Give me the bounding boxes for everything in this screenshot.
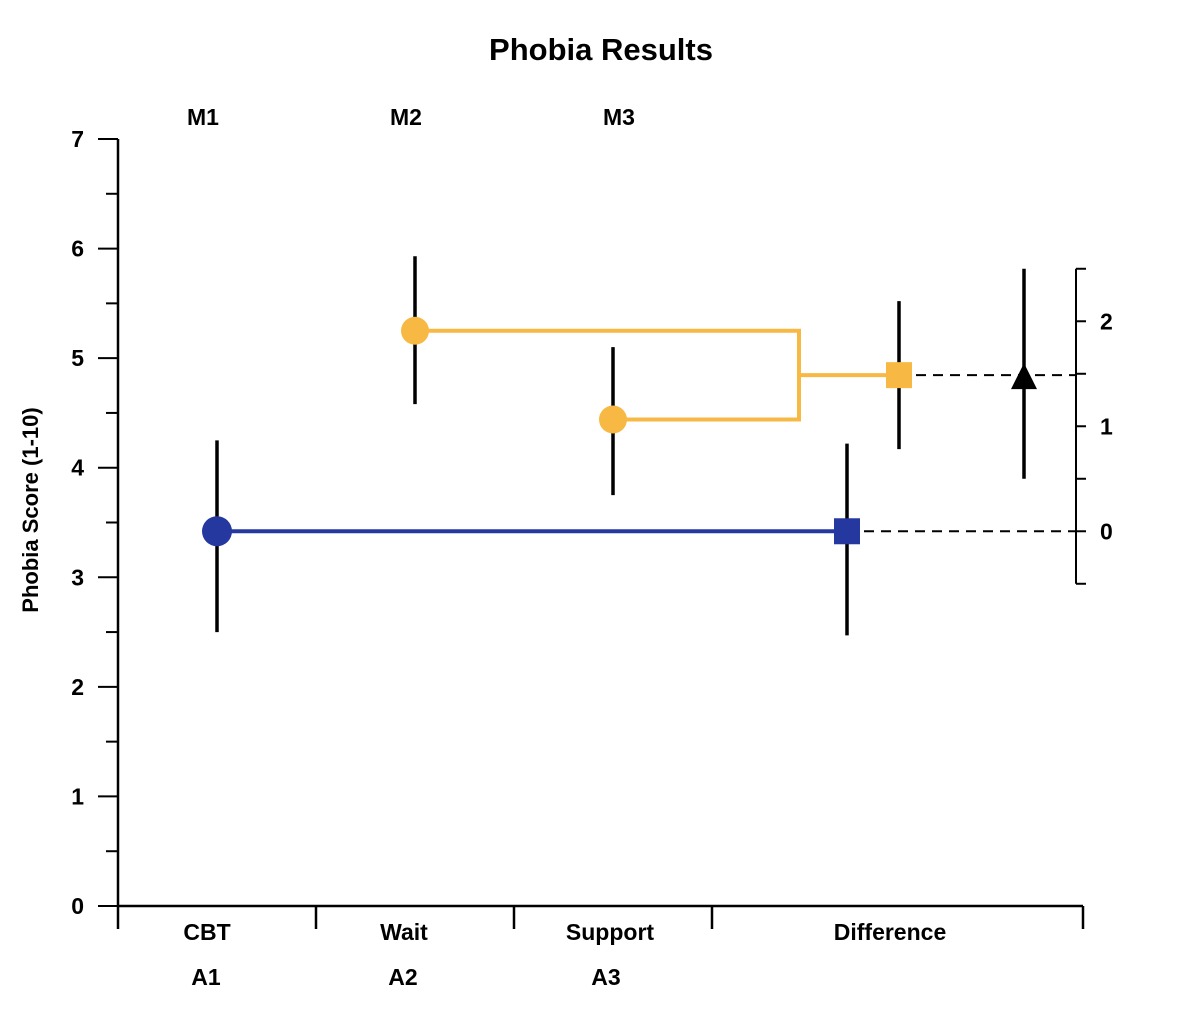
bottom-label-a2: A2 <box>388 964 417 990</box>
diff-axis-tick-label: 2 <box>1100 308 1113 334</box>
chart-marks <box>202 256 1076 636</box>
y-tick-label: 4 <box>71 455 84 481</box>
y-tick-label: 6 <box>71 236 84 262</box>
x-label-support: Support <box>566 919 654 945</box>
support-mean-point <box>599 405 627 434</box>
y-tick-label: 1 <box>71 783 84 809</box>
y-tick-label: 7 <box>71 126 84 152</box>
y-tick-label: 2 <box>71 674 84 700</box>
y-axis-label: Phobia Score (1-10) <box>18 407 43 612</box>
chart-title: Phobia Results <box>489 32 713 67</box>
top-label-m1: M1 <box>187 104 219 130</box>
y-tick-label: 0 <box>71 893 84 919</box>
bottom-label-a1: A1 <box>191 964 221 990</box>
y-tick-label: 5 <box>71 345 84 371</box>
top-label-m3: M3 <box>603 104 635 130</box>
diff-axis-tick-label: 1 <box>1100 413 1113 439</box>
bottom-label-a3: A3 <box>591 964 620 990</box>
difference-triangle <box>1011 363 1037 390</box>
y-tick-label: 3 <box>71 564 84 590</box>
wait-support-bracket <box>415 328 801 422</box>
cbt-mean-point <box>202 516 232 547</box>
x-label-difference: Difference <box>834 919 946 945</box>
diff-axis-tick-label: 0 <box>1100 518 1113 544</box>
top-label-m2: M2 <box>390 104 422 130</box>
x-label-wait: Wait <box>380 919 428 945</box>
x-label-cbt: CBT <box>183 919 230 945</box>
wait-support-average-square <box>886 362 912 389</box>
cbt-reference-square <box>834 518 860 545</box>
wait-mean-point <box>401 316 429 345</box>
axes: 0 1 2 3 4 5 6 7 0 1 2 <box>71 126 1113 929</box>
